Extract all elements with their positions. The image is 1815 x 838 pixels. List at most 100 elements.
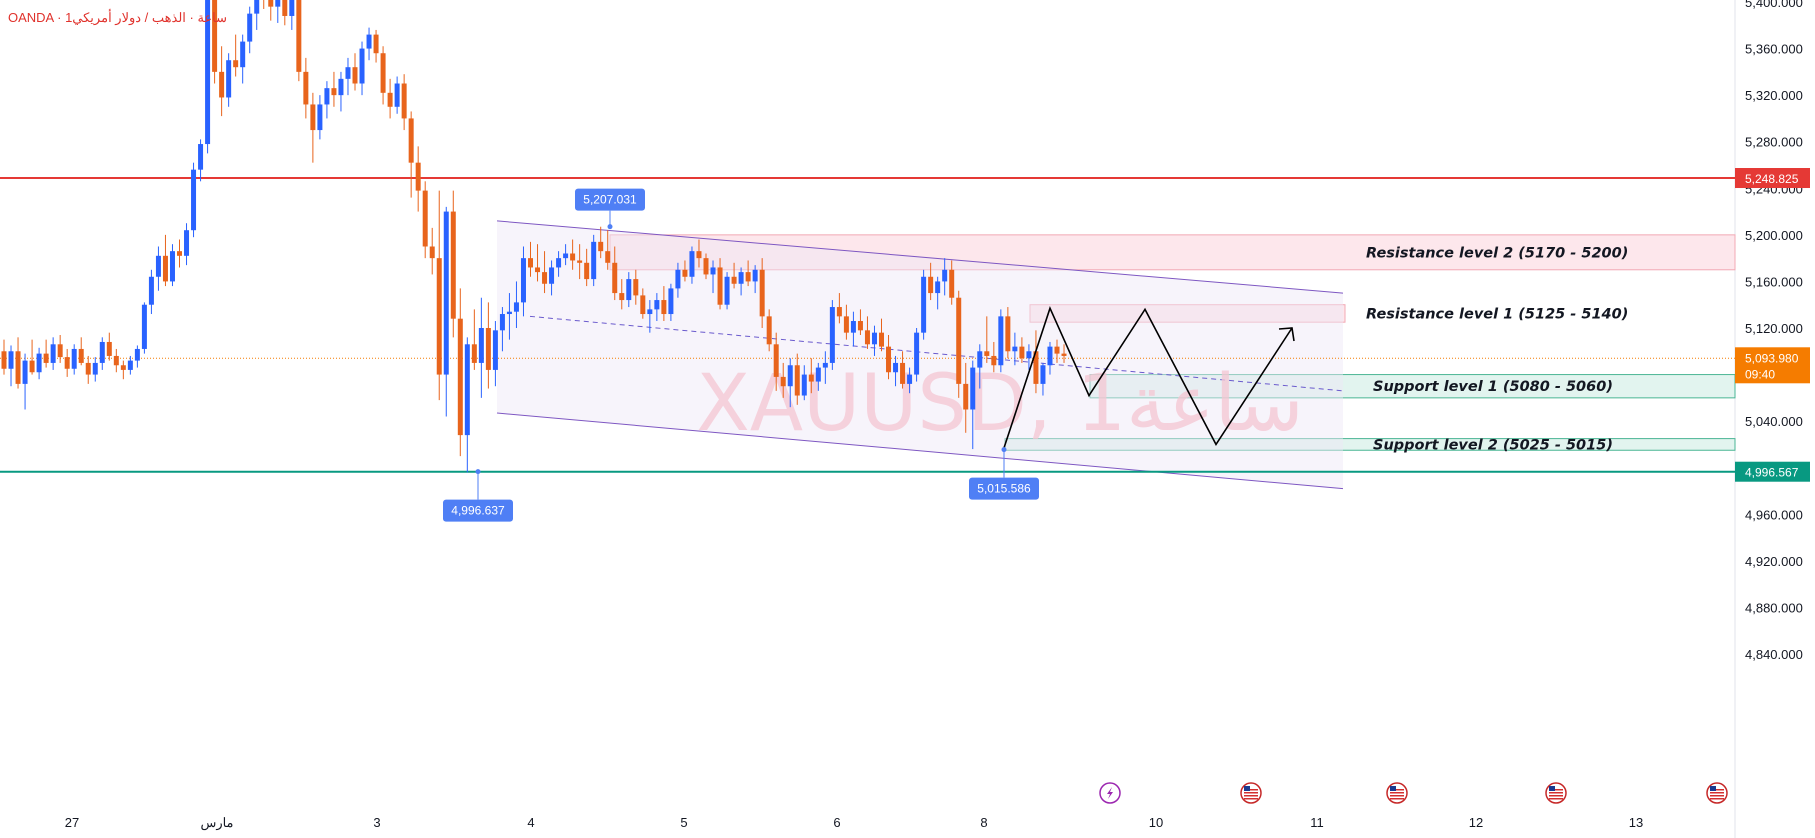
flag-stripe [1390, 789, 1404, 791]
candle-body [113, 355, 119, 366]
candle-body [549, 267, 555, 284]
candle-body [949, 269, 955, 298]
channel-midline[interactable] [529, 315, 1344, 392]
flag-stripe [1549, 798, 1563, 800]
candle-body [1040, 365, 1046, 384]
candle-body [864, 330, 870, 345]
price-tag-box [575, 188, 645, 211]
zone-label: Resistance level 2 (5170 - 5200) [1366, 245, 1628, 261]
candle-body [268, 0, 274, 7]
price-tag-box [969, 477, 1039, 500]
candle-body [71, 348, 77, 369]
candle-body [942, 269, 948, 282]
candle-body [808, 374, 814, 382]
candle-body [436, 258, 442, 375]
candle-body [1047, 346, 1053, 366]
candle-body [99, 341, 105, 363]
channel-lower-line[interactable] [496, 412, 1344, 490]
current-price-label: 5,093.980 [1745, 351, 1799, 365]
candle-body [422, 190, 428, 247]
y-tick-label: 4,880.000 [1745, 600, 1803, 615]
zone-label: Support level 1 (5080 - 5060) [1373, 379, 1613, 395]
candle-body [970, 367, 976, 410]
candle-body [1054, 346, 1060, 354]
forecast-path[interactable] [1003, 305, 1293, 449]
candle-body [64, 357, 70, 369]
candle-body [879, 332, 884, 347]
candle-body [457, 318, 463, 436]
flag-stripe [1710, 789, 1724, 791]
candle-body [464, 344, 470, 436]
y-tick-label: 4,840.000 [1745, 647, 1803, 662]
candle-body [429, 246, 435, 259]
x-tick-label: 4 [527, 815, 534, 830]
candle-body [717, 267, 723, 305]
x-tick-label: 12 [1469, 815, 1483, 830]
x-tick-label: 8 [980, 815, 987, 830]
candle-body [759, 269, 765, 317]
candle-body [443, 211, 449, 375]
candle-body [275, 0, 281, 7]
flag-stripe [1244, 795, 1258, 797]
candle-body [991, 355, 997, 366]
candle-body [247, 13, 253, 42]
candle-body [850, 321, 856, 333]
candle-body [127, 360, 133, 370]
flag-stripe [1390, 792, 1404, 794]
candle-body [120, 365, 126, 370]
candle-body [675, 269, 681, 289]
candle-body [843, 316, 849, 333]
candle-body [935, 281, 941, 294]
candle-body [822, 362, 828, 368]
candle-body [598, 241, 604, 252]
candle-body [857, 321, 863, 331]
candle-body [317, 104, 323, 131]
candle-body [492, 330, 498, 370]
candle-body [1033, 351, 1039, 384]
candle-body [801, 374, 807, 396]
candle-body [977, 351, 983, 368]
candle-body [535, 267, 541, 273]
candle-body [696, 251, 702, 259]
candle-body [240, 41, 246, 68]
candle-body [893, 362, 899, 373]
candle-body [478, 328, 484, 363]
x-tick-label: 11 [1310, 815, 1324, 830]
candle-body [450, 211, 456, 319]
candle-body [1012, 346, 1018, 352]
candle-body [387, 92, 393, 107]
candle-body [141, 304, 147, 349]
candle-body [177, 251, 182, 256]
candle-body [29, 360, 35, 373]
x-tick-label: 6 [833, 815, 840, 830]
forecast-arrow-head [1278, 327, 1295, 342]
candle-body [900, 362, 906, 384]
bar-countdown-label: 09:40 [1745, 367, 1775, 381]
candle-body [745, 272, 751, 282]
candle-body [8, 351, 14, 369]
candle-body [499, 314, 505, 331]
candle-body [15, 351, 21, 384]
candle-body [380, 53, 386, 93]
candle-body [1, 351, 7, 369]
candle-body [226, 60, 232, 98]
y-tick-label: 5,120.000 [1745, 321, 1803, 336]
candle-body [520, 258, 526, 303]
candle-body [921, 276, 927, 333]
zone-label: Support level 2 (5025 - 5015) [1373, 437, 1613, 453]
watermark: XAUUSD, 1ساعة [696, 359, 1303, 449]
candle-body [886, 346, 892, 373]
candle-body [794, 365, 800, 396]
candle-body [984, 351, 990, 356]
candle-body [22, 360, 28, 384]
candle-body [633, 279, 639, 296]
candle-body [907, 374, 913, 384]
y-tick-label: 5,040.000 [1745, 414, 1803, 429]
channel-upper-line[interactable] [496, 220, 1344, 294]
support-axis-badge [1735, 461, 1810, 482]
candle-body [542, 272, 548, 284]
candle-body [352, 67, 358, 84]
price-tag-label: 5,207.031 [583, 193, 637, 207]
